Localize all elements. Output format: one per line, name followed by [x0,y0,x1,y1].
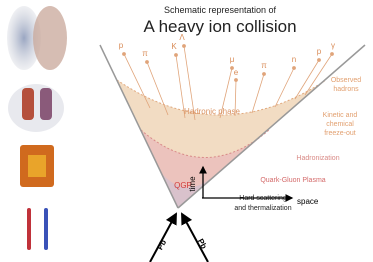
stage-label: and thermalization [234,205,291,212]
snapshots [7,6,67,250]
particle-label: p [119,41,124,50]
diagram: Schematic representation of A heavy ion … [0,0,373,262]
nucleus-right [33,6,67,70]
beam-left [27,208,31,250]
particle-label: K [171,42,177,51]
stage-label: Observed [331,77,361,84]
fragment-left [22,88,34,120]
particle-label: π [261,61,267,70]
stage-label: Quark-Gluon Plasma [260,177,325,184]
particle-label: n [292,55,296,64]
page: {"header": {"subtitle": "Schematic repre… [0,0,373,262]
particle-label: γ [331,41,335,50]
particle [331,53,334,56]
beam-right [44,208,48,250]
title: A heavy ion collision [143,17,296,36]
particle-label: μ [230,55,235,64]
stage-label: freeze-out [324,130,356,137]
axis-label: time [188,176,197,192]
beam-arrow [150,214,176,262]
particle [146,61,149,64]
particle-label: Λ [179,33,185,42]
particle-labels: p π K Λ μ e π n p γ [119,33,335,77]
particle [263,73,266,76]
stage-label: chemical [326,121,354,128]
particle-label: p [317,47,322,56]
axis-label: space [297,197,319,206]
particle-label: π [142,49,148,58]
particle [183,45,186,48]
region-label: Hadronic phase [184,107,241,116]
stage-label: Kinetic and [323,112,358,119]
particle [293,67,296,70]
particle [235,79,238,82]
stage-label: hadrons [333,86,359,93]
particle-label: e [234,68,239,77]
particle [175,54,178,57]
beam-label: Pb [196,237,209,250]
fragment-right [40,88,52,120]
collision-cloud [8,84,64,132]
particle [123,53,126,56]
stage-label: Hadronization [296,155,339,162]
subtitle: Schematic representation of [164,5,277,15]
particle [318,59,321,62]
fireball-core [28,155,46,177]
track [252,74,264,113]
